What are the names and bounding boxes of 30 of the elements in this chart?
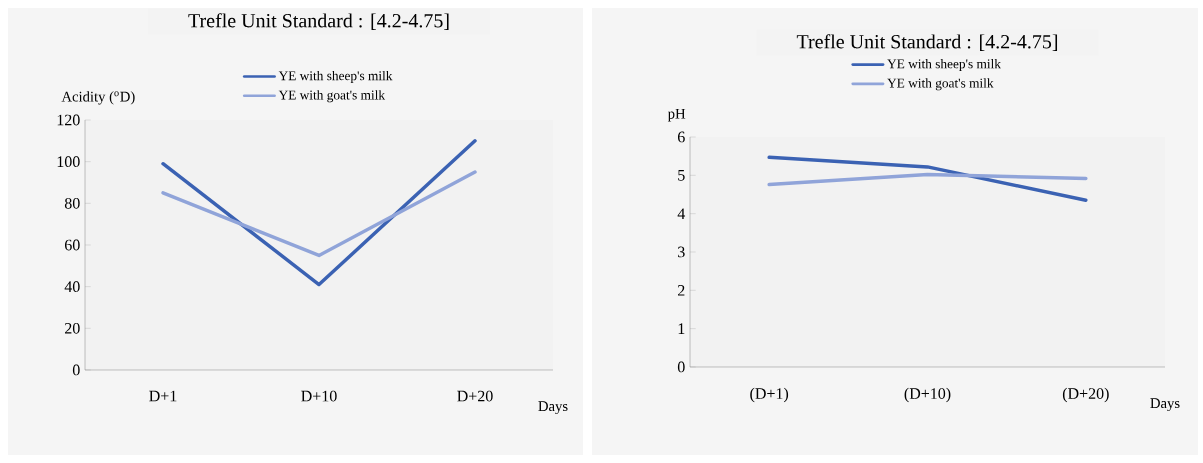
y-axis-title: Acidity ($^{o}$D): [61, 91, 135, 105]
y-tick-label: 5: [678, 170, 685, 181]
x-tick-label: (D+10): [904, 387, 951, 403]
y-tick-label: 4: [677, 208, 686, 219]
chart-title: Trefle Unit Standard : [4.2-4.75]: [188, 13, 449, 30]
y-tick-label: 3: [678, 246, 685, 258]
y-tick-label: 2: [678, 285, 685, 296]
y-tick-label: 40: [64, 281, 80, 293]
y-tick-label: 6: [677, 131, 685, 143]
y-tick-label: 100: [57, 156, 80, 168]
y-tick-label: 120: [57, 114, 80, 126]
x-axis-title: Days: [1150, 398, 1180, 412]
x-axis-title: Days: [538, 401, 568, 415]
legend-label: YE with sheep's milk: [278, 70, 393, 83]
y-tick-label: 20: [65, 322, 80, 334]
y-tick-label: 0: [72, 364, 80, 376]
legend-label: YE with sheep's milk: [887, 58, 1001, 72]
legend-label: YE with goat's milk: [887, 78, 994, 91]
legend-label: YE with goat's milk: [278, 90, 386, 103]
y-tick-label: 0: [677, 361, 685, 373]
x-tick-label: D+10: [301, 390, 337, 402]
y-tick-label: 60: [64, 239, 80, 251]
y-tick-label: 1: [678, 323, 685, 334]
y-axis-title: pH: [667, 108, 686, 122]
x-tick-label: (D+1): [750, 387, 789, 403]
x-tick-label: D+20: [457, 390, 493, 402]
x-tick-label: D+1: [149, 390, 177, 402]
chart-title: Trefle Unit Standard : [4.2-4.75]: [796, 34, 1058, 51]
x-tick-label: (D+20): [1062, 387, 1109, 403]
y-tick-label: 80: [64, 197, 80, 209]
